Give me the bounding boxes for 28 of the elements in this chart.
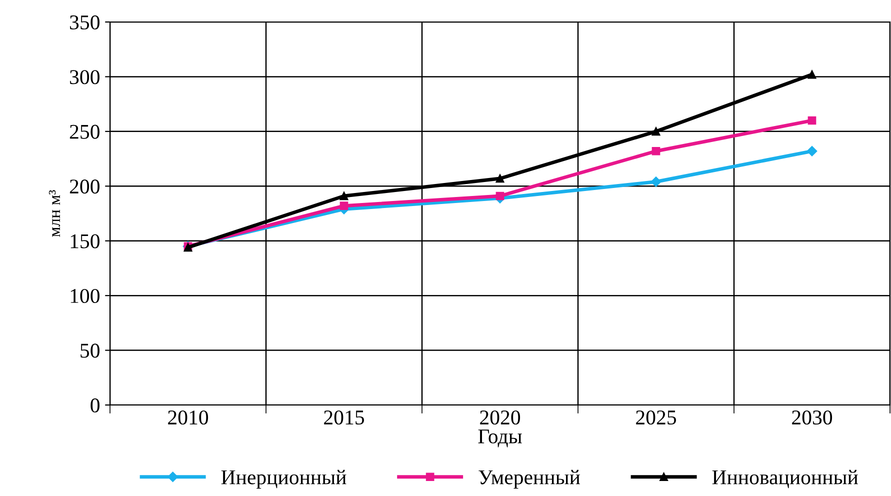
legend-label: Инерционный — [221, 470, 346, 489]
x-axis-title: Годы — [478, 430, 522, 448]
legend-label: Умеренный — [478, 470, 580, 489]
x-tick-label: 2010 — [168, 410, 208, 425]
y-tick-label: 200 — [70, 180, 100, 194]
point — [496, 174, 504, 183]
point — [808, 116, 816, 125]
point — [806, 146, 818, 156]
y-tick-label: 250 — [70, 124, 100, 139]
legend-label: Инновационный — [712, 470, 858, 488]
y-tick-label: 300 — [70, 70, 100, 84]
y-axis-title: млн м³ — [48, 190, 60, 237]
x-tick-label: 2015 — [324, 410, 364, 425]
y-tick-label: 150 — [70, 234, 100, 248]
y-tick-label: 50 — [80, 344, 100, 358]
y-tick-label: 100 — [70, 288, 100, 304]
point — [340, 202, 348, 210]
point — [652, 127, 660, 136]
y-tick-label: 0 — [90, 398, 100, 412]
point — [496, 192, 504, 200]
x-tick-label: 2020 — [480, 410, 520, 425]
y-tick-label: 350 — [70, 15, 100, 30]
x-tick-label: 2030 — [792, 410, 832, 425]
x-tick-label: 2025 — [636, 410, 676, 425]
point — [650, 176, 662, 187]
point — [808, 70, 816, 79]
point — [340, 192, 348, 200]
point — [652, 146, 660, 156]
